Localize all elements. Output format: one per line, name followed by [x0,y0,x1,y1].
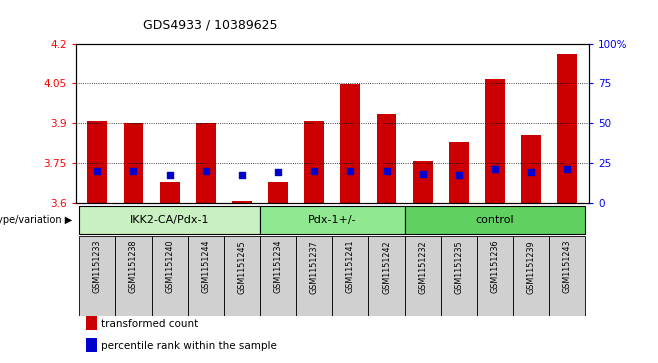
Bar [196,123,216,203]
Text: GSM1151233: GSM1151233 [93,240,102,293]
Point [381,168,392,174]
Point [164,172,175,178]
Text: GSM1151238: GSM1151238 [129,240,138,293]
Text: GSM1151234: GSM1151234 [274,240,282,293]
Point [273,169,284,175]
Point [345,168,355,174]
Text: GDS4933 / 10389625: GDS4933 / 10389625 [143,18,278,31]
Bar [549,236,586,316]
Bar [188,236,224,316]
Bar [268,182,288,203]
Bar [304,121,324,203]
Text: GSM1151245: GSM1151245 [238,240,247,294]
Bar [332,236,368,316]
Bar [88,121,107,203]
Text: GSM1151242: GSM1151242 [382,240,391,294]
Text: control: control [476,215,515,225]
Bar [224,236,260,316]
Bar [449,142,468,203]
Bar [485,79,505,203]
Text: genotype/variation ▶: genotype/variation ▶ [0,215,72,225]
Bar [405,236,441,316]
Text: transformed count: transformed count [101,319,199,329]
Text: GSM1151244: GSM1151244 [201,240,211,293]
Text: GSM1151241: GSM1151241 [346,240,355,293]
Text: GSM1151232: GSM1151232 [418,240,427,294]
Bar [441,236,477,316]
Point [526,169,536,175]
Bar [260,236,296,316]
Bar [115,236,151,316]
Bar [340,84,361,203]
Text: GSM1151239: GSM1151239 [526,240,536,294]
Bar [413,161,432,203]
Bar [296,236,332,316]
Text: GSM1151235: GSM1151235 [454,240,463,294]
Text: GSM1151243: GSM1151243 [563,240,572,293]
Bar [86,338,97,352]
Bar [557,54,577,203]
Text: IKK2-CA/Pdx-1: IKK2-CA/Pdx-1 [130,215,209,225]
Point [309,168,320,174]
Bar [513,236,549,316]
Bar [160,182,180,203]
Text: Pdx-1+/-: Pdx-1+/- [308,215,357,225]
Bar [232,201,252,203]
Point [92,168,103,174]
Point [562,166,572,172]
Bar [260,205,405,234]
Point [201,168,211,174]
Bar [477,236,513,316]
Bar [368,236,405,316]
Text: GSM1151236: GSM1151236 [490,240,499,293]
Bar [124,123,143,203]
Point [453,172,464,178]
Text: GSM1151240: GSM1151240 [165,240,174,293]
Bar [79,205,260,234]
Bar [521,135,541,203]
Bar [86,316,97,330]
Bar [79,236,115,316]
Point [128,168,139,174]
Bar [151,236,188,316]
Point [490,166,500,172]
Text: percentile rank within the sample: percentile rank within the sample [101,341,277,351]
Bar [405,205,586,234]
Point [237,172,247,178]
Text: GSM1151237: GSM1151237 [310,240,318,294]
Point [417,171,428,177]
Bar [376,114,396,203]
